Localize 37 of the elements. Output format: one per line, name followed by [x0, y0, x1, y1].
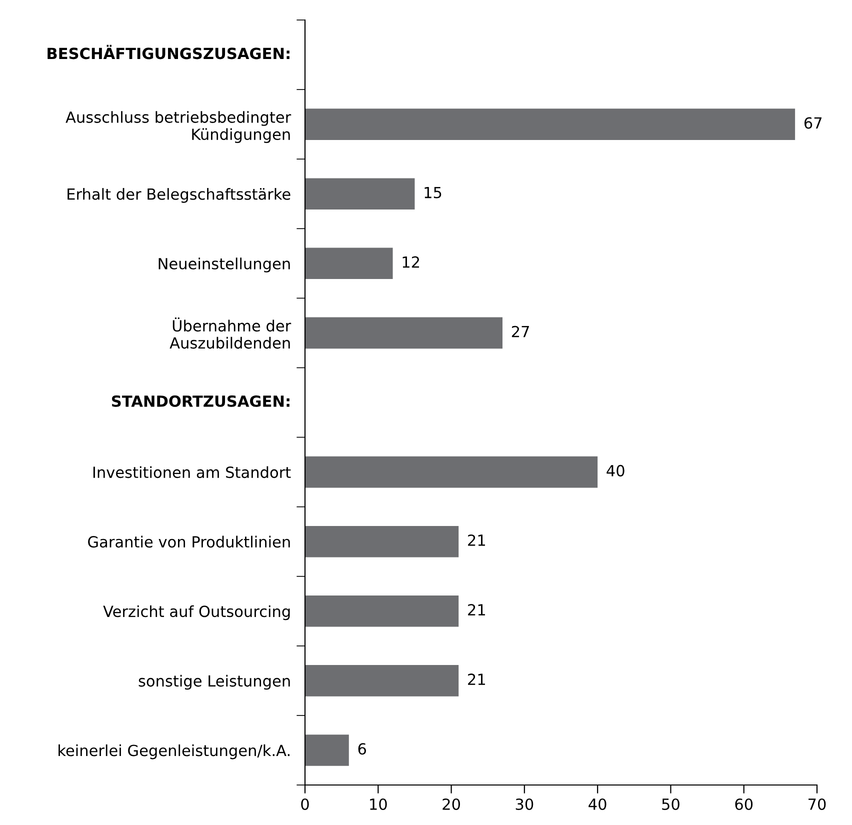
x-tick-label: 30 — [516, 798, 534, 810]
bar — [305, 456, 598, 488]
y-tick-label: Übernahme der Auszubildenden — [170, 317, 292, 349]
data-label: 21 — [468, 604, 485, 616]
y-tick-label: Verzicht auf Outsourcing — [103, 605, 290, 620]
x-tick-label: 50 — [662, 798, 680, 810]
data-label: 12 — [402, 256, 420, 268]
x-tick-label: 40 — [588, 798, 606, 810]
data-label: 40 — [606, 464, 624, 476]
data-label: 6 — [358, 743, 366, 755]
y-tick-label: Neueinstellungen — [158, 258, 290, 272]
x-tick-label: 0 — [301, 798, 309, 810]
x-tick-label: 20 — [442, 798, 460, 810]
y-tick-label: Investitionen am Standort — [93, 466, 291, 478]
text: BESCHÄFTIGUNGSZUSAGEN: — [48, 44, 290, 60]
bar — [305, 734, 349, 766]
x-tick-label: 60 — [735, 798, 753, 810]
data-label: 27 — [512, 326, 529, 338]
x-tick-label: 10 — [370, 798, 387, 810]
bar — [305, 526, 459, 558]
y-tick-label: sonstige Leistungen — [138, 674, 290, 690]
x-tick-label: 70 — [808, 798, 826, 810]
text: STANDORTZUSAGEN: — [112, 395, 290, 407]
bar — [305, 595, 459, 627]
bar — [305, 248, 393, 280]
bar — [305, 178, 415, 210]
y-tick-label: Ausschluss betriebsbedingter Kündigungen — [66, 111, 292, 144]
data-label: 67 — [804, 117, 822, 129]
data-label: 15 — [424, 186, 442, 198]
y-tick-label: Erhalt der Belegschaftsstärke — [68, 188, 290, 203]
bar — [305, 317, 502, 349]
data-label: 21 — [468, 534, 485, 546]
bar — [305, 108, 796, 140]
bar — [305, 665, 459, 696]
data-label: 21 — [468, 674, 485, 685]
y-tick-label: Garantie von Produktlinien — [88, 536, 290, 548]
y-tick-label: keinerlei Gegenleistungen/k.A. — [58, 744, 290, 760]
